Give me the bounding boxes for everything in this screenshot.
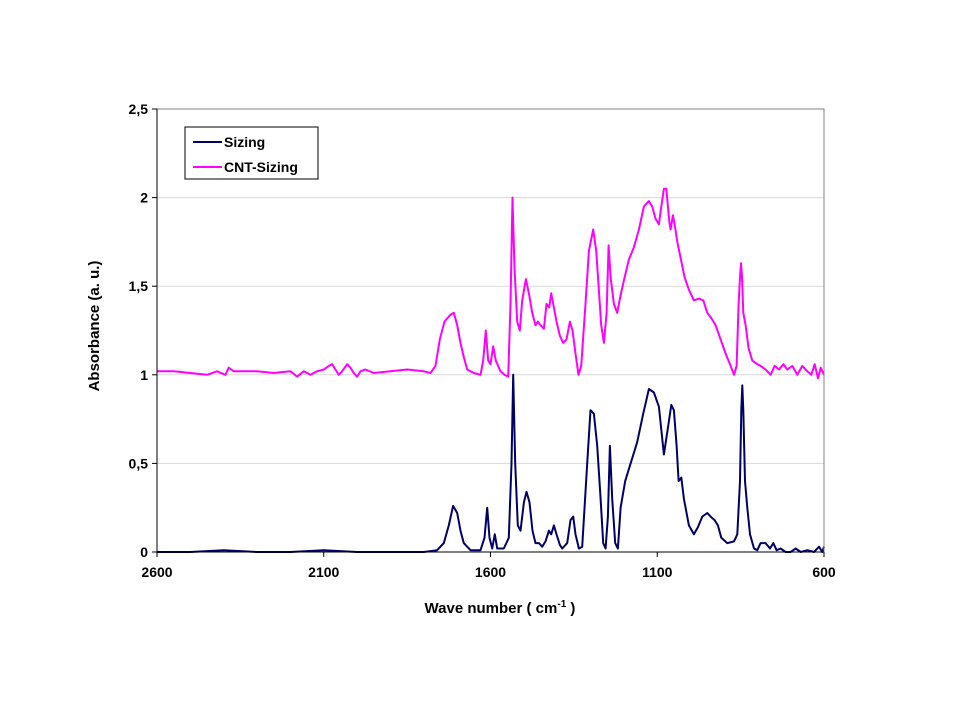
y-tick-label: 1,5 [129, 278, 149, 294]
x-axis-ticks: 2600 2100 1600 1100 600 [141, 109, 836, 580]
y-axis-ticks: 0 0,5 1 1,5 2 2,5 [129, 101, 157, 560]
y-tick-label: 0,5 [129, 455, 149, 471]
x-tick-label: 2600 [141, 564, 172, 580]
y-tick-label: 2,5 [129, 101, 149, 117]
series-line-sizing [157, 373, 825, 553]
legend: Sizing CNT-Sizing [184, 126, 319, 180]
x-tick-label: 1600 [475, 564, 506, 580]
y-axis-title: Absorbance (a. u.) [86, 261, 103, 392]
y-tick-label: 1 [140, 367, 148, 383]
y-tick-label: 2 [140, 190, 148, 206]
series-lines [157, 187, 825, 553]
x-tick-label: 2100 [308, 564, 339, 580]
y-tick-label: 0 [140, 544, 148, 560]
x-axis-title: Wave number ( cm-1 ) [425, 599, 576, 617]
gridlines [157, 197, 824, 464]
x-tick-label: 1100 [642, 564, 673, 580]
legend-label-cnt-sizing: CNT-Sizing [224, 159, 298, 175]
x-tick-label: 600 [812, 564, 836, 580]
series-line-cnt-sizing [157, 187, 825, 380]
legend-label-sizing: Sizing [224, 134, 265, 150]
legend-box [184, 126, 319, 180]
